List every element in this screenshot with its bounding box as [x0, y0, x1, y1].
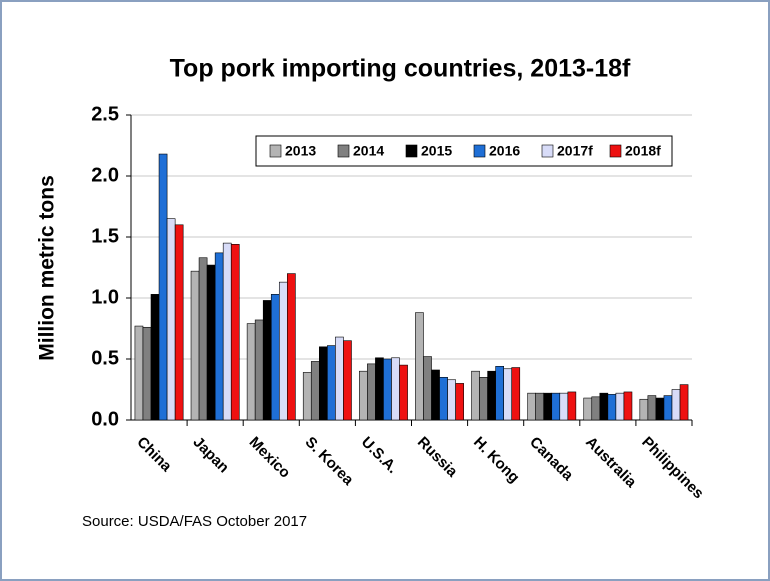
bar — [367, 363, 376, 421]
y-tick-label: 2.5 — [91, 103, 119, 125]
y-tick-label: 0.0 — [91, 408, 119, 430]
legend-swatch — [337, 144, 350, 158]
bar — [671, 389, 681, 421]
bar — [511, 367, 521, 421]
bar — [551, 392, 561, 421]
bar — [495, 366, 504, 421]
bar — [599, 392, 609, 421]
bar — [230, 244, 240, 421]
bar — [663, 395, 673, 421]
bar — [375, 357, 384, 421]
y-axis-label: Million metric tons — [36, 175, 59, 361]
legend-swatch — [269, 144, 282, 158]
bar — [479, 376, 488, 421]
bar — [198, 257, 208, 421]
bar — [559, 392, 569, 421]
bar — [591, 396, 601, 421]
legend-label: 2017f — [557, 143, 593, 159]
bar — [607, 394, 617, 421]
bar — [399, 364, 408, 421]
bar — [615, 392, 625, 421]
bar — [383, 358, 392, 421]
bar — [679, 384, 689, 421]
bar — [190, 270, 200, 421]
bar — [287, 273, 296, 421]
bar — [503, 368, 513, 421]
bar — [174, 224, 184, 421]
bar — [431, 369, 440, 421]
bar — [423, 356, 432, 421]
bar — [150, 294, 160, 421]
source-note: Source: USDA/FAS October 2017 — [82, 513, 307, 530]
bar — [391, 357, 400, 421]
legend-box — [255, 135, 673, 167]
legend-label: 2018f — [625, 143, 661, 159]
bar — [206, 264, 216, 421]
bar — [527, 392, 536, 421]
bar — [343, 340, 352, 421]
bar — [447, 379, 456, 421]
bar — [158, 153, 168, 421]
bar — [270, 294, 280, 421]
legend-label: 2013 — [285, 143, 316, 159]
bar — [254, 319, 264, 421]
y-tick-label: 1.0 — [91, 286, 119, 308]
bar — [415, 312, 424, 421]
bar — [246, 323, 256, 421]
legend-swatch — [609, 144, 622, 158]
y-tick-label: 0.5 — [91, 347, 119, 369]
bar — [262, 300, 272, 421]
bar — [319, 346, 328, 421]
bar — [535, 392, 545, 421]
bar — [222, 242, 232, 421]
bar — [278, 281, 288, 421]
legend-swatch — [473, 144, 486, 158]
bar — [310, 361, 320, 421]
bar — [134, 325, 144, 421]
bar — [567, 391, 577, 421]
y-tick-label: 1.5 — [91, 225, 119, 247]
chart-title: Top pork importing countries, 2013-18f — [170, 55, 631, 83]
bar — [327, 345, 336, 421]
bar — [439, 376, 448, 421]
bar — [302, 372, 312, 421]
bar — [623, 391, 633, 421]
bar — [166, 218, 176, 421]
bar — [583, 397, 593, 421]
legend-label: 2015 — [421, 143, 452, 159]
y-tick-label: 2.0 — [91, 164, 119, 186]
legend-swatch — [541, 144, 554, 158]
legend-swatch — [405, 144, 418, 158]
bar — [543, 392, 553, 421]
bar — [455, 383, 464, 421]
bar — [214, 252, 224, 421]
bar — [647, 395, 657, 421]
bar — [359, 370, 368, 421]
bar — [471, 370, 480, 421]
legend-label: 2016 — [489, 143, 520, 159]
bar — [487, 370, 496, 421]
legend-label: 2014 — [353, 143, 384, 159]
bar — [142, 326, 152, 421]
bar — [639, 398, 649, 421]
bar — [655, 397, 665, 421]
bar — [335, 336, 344, 421]
